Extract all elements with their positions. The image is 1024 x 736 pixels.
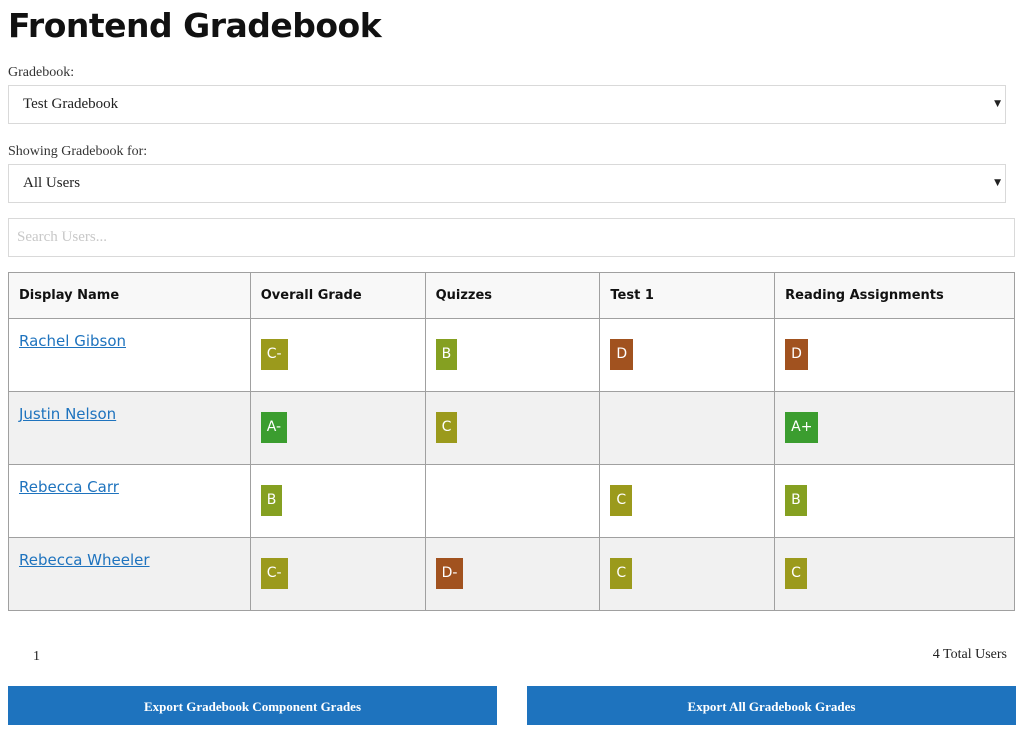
grade-cell: C (774, 537, 1015, 611)
display-name-cell: Rebecca Carr (8, 464, 251, 538)
user-name-link[interactable]: Justin Nelson (19, 405, 117, 423)
column-header-overall-grade[interactable]: Overall Grade (249, 272, 426, 319)
user-name-link[interactable]: Rachel Gibson (19, 332, 127, 350)
grade-badge: C (785, 558, 807, 589)
grade-cell: A+ (774, 391, 1015, 465)
grade-cell: B (774, 464, 1015, 538)
grade-cell: D- (424, 537, 601, 611)
table-footer: 1 4 Total Users (8, 611, 1016, 667)
grade-badge: D (785, 339, 808, 370)
column-header-reading-assignments[interactable]: Reading Assignments (774, 272, 1015, 319)
table-row: Justin Nelson A- C A+ (8, 391, 1015, 465)
column-header-display-name[interactable]: Display Name (8, 272, 251, 319)
grade-badge: C (435, 412, 458, 443)
user-filter-select-value: All Users (23, 175, 81, 191)
search-users-input[interactable] (8, 218, 1015, 257)
grade-cell: D (774, 318, 1015, 392)
grade-cell: C- (249, 537, 426, 611)
caret-down-icon: ▼ (994, 178, 1001, 188)
table-row: Rebecca Wheeler C- D- C C (8, 537, 1015, 611)
grade-cell: A- (249, 391, 426, 465)
grade-badge: C (610, 558, 633, 589)
grade-badge: C- (260, 558, 288, 589)
gradebook-table: Display Name Overall Grade Quizzes Test … (8, 272, 1015, 611)
column-header-quizzes[interactable]: Quizzes (424, 272, 601, 319)
table-header-row: Display Name Overall Grade Quizzes Test … (8, 272, 1015, 319)
grade-cell: B (249, 464, 426, 538)
grade-cell: B (424, 318, 601, 392)
grade-badge: B (785, 485, 807, 516)
page: Frontend Gradebook Gradebook: Test Grade… (8, 6, 1016, 667)
grade-badge: D- (435, 558, 464, 589)
total-users-count: 4 Total Users (932, 647, 1007, 662)
pagination-page-1[interactable]: 1 (33, 649, 40, 664)
grade-cell: D (599, 318, 776, 392)
user-filter-label: Showing Gradebook for: (8, 144, 148, 159)
grade-badge: D (610, 339, 634, 370)
grade-badge: C (610, 485, 633, 516)
grade-badge: B (435, 339, 458, 370)
caret-down-icon: ▼ (994, 99, 1001, 109)
gradebook-label: Gradebook: (8, 65, 75, 80)
display-name-cell: Justin Nelson (8, 391, 251, 465)
user-name-link[interactable]: Rebecca Carr (19, 478, 119, 496)
page-title: Frontend Gradebook (8, 6, 382, 45)
user-filter-select[interactable]: All Users ▼ (8, 164, 1006, 203)
gradebook-select[interactable]: Test Gradebook ▼ (8, 85, 1006, 124)
display-name-cell: Rachel Gibson (8, 318, 251, 392)
grade-badge: A+ (785, 412, 819, 443)
grade-badge: A- (260, 412, 288, 443)
export-all-grades-button[interactable]: Export All Gradebook Grades (527, 686, 1016, 725)
grade-cell: C- (249, 318, 426, 392)
gradebook-select-value: Test Gradebook (23, 96, 119, 112)
grade-cell (424, 464, 601, 538)
export-component-grades-button[interactable]: Export Gradebook Component Grades (8, 686, 497, 725)
grade-badge: B (260, 485, 283, 516)
grade-cell: C (424, 391, 601, 465)
table-row: Rebecca Carr B C B (8, 464, 1015, 538)
table-row: Rachel Gibson C- B D D (8, 318, 1015, 392)
grade-cell: C (599, 537, 776, 611)
column-header-test-1[interactable]: Test 1 (599, 272, 776, 319)
user-name-link[interactable]: Rebecca Wheeler (19, 551, 150, 569)
grade-cell (599, 391, 776, 465)
display-name-cell: Rebecca Wheeler (8, 537, 251, 611)
grade-cell: C (599, 464, 776, 538)
grade-badge: C- (260, 339, 288, 370)
